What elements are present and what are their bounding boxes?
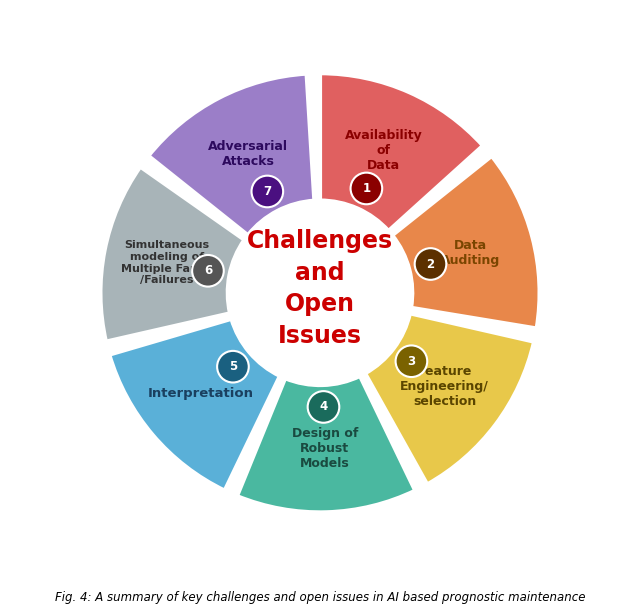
Wedge shape xyxy=(237,376,415,512)
Text: Simultaneous
modeling of
Multiple Faults
/Failures: Simultaneous modeling of Multiple Faults… xyxy=(121,240,213,285)
Wedge shape xyxy=(365,314,534,484)
Text: Fig. 4: A summary of key challenges and open issues in AI based prognostic maint: Fig. 4: A summary of key challenges and … xyxy=(55,591,585,604)
Text: 3: 3 xyxy=(407,355,415,368)
Text: 1: 1 xyxy=(362,182,371,195)
Circle shape xyxy=(415,248,446,280)
Wedge shape xyxy=(109,319,280,490)
Wedge shape xyxy=(320,73,483,231)
Circle shape xyxy=(308,391,339,423)
Wedge shape xyxy=(392,156,540,329)
Text: 6: 6 xyxy=(204,264,212,278)
Text: 2: 2 xyxy=(426,257,435,270)
Text: 7: 7 xyxy=(263,185,271,198)
Text: Design of
Robust
Models: Design of Robust Models xyxy=(292,427,358,470)
Text: Challenges
and
Open
Issues: Challenges and Open Issues xyxy=(247,229,393,348)
Circle shape xyxy=(217,351,249,382)
Text: 4: 4 xyxy=(319,400,328,414)
Circle shape xyxy=(351,173,382,204)
Text: Feature
Engineering/
selection: Feature Engineering/ selection xyxy=(401,365,489,407)
Circle shape xyxy=(252,176,283,207)
Circle shape xyxy=(192,255,224,287)
Circle shape xyxy=(396,345,428,377)
Text: Interpretation: Interpretation xyxy=(148,387,254,400)
Wedge shape xyxy=(100,167,244,342)
Text: Adversarial
Attacks: Adversarial Attacks xyxy=(208,140,288,168)
Text: Data
Auditing: Data Auditing xyxy=(441,240,500,267)
Text: 5: 5 xyxy=(229,360,237,373)
Text: Availability
of
Data: Availability of Data xyxy=(344,129,422,172)
Wedge shape xyxy=(148,74,314,235)
Circle shape xyxy=(228,201,412,385)
